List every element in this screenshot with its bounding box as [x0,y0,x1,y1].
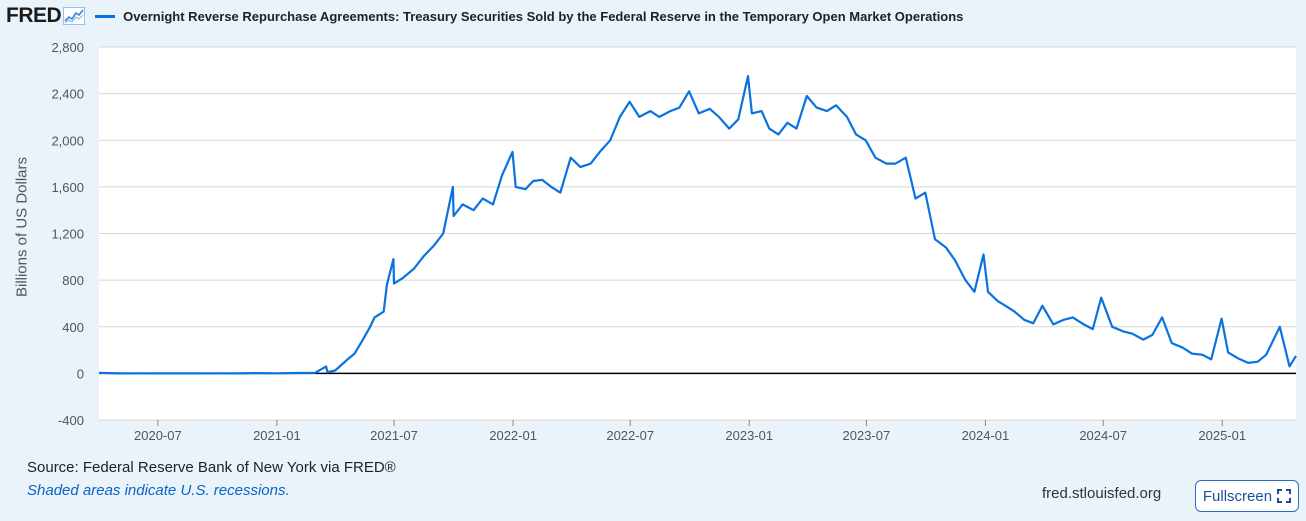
x-tick-label: 2021-07 [370,428,418,443]
recession-note: Shaded areas indicate U.S. recessions. [27,482,290,499]
site-url[interactable]: fred.stlouisfed.org [1042,485,1162,502]
legend-swatch [95,14,116,18]
series-line [98,74,1297,375]
x-tick-label: 2020-07 [134,428,182,443]
x-tick-label: 2022-01 [489,428,537,443]
y-tick-label: 800 [62,273,84,288]
x-tick-label: 2023-07 [843,428,891,443]
y-tick-label: 2,800 [51,40,84,55]
x-tick-label: 2024-01 [962,428,1010,443]
y-tick-label: 1,600 [51,180,84,195]
y-tick-label: 2,000 [51,133,84,148]
y-tick-label: 0 [77,366,84,381]
fred-logo-graph-icon [63,7,86,25]
y-tick-label: -400 [58,413,84,428]
y-tick-label: 2,400 [51,87,84,102]
series-title: Overnight Reverse Repurchase Agreements:… [123,8,964,24]
fred-logo-text: FRED [6,4,62,27]
x-tick-label: 2022-07 [606,428,654,443]
series-legend: Overnight Reverse Repurchase Agreements:… [95,9,963,24]
y-tick-label: 1,200 [51,227,84,242]
source-note: Source: Federal Reserve Bank of New York… [27,459,396,476]
x-tick-label: 2025-01 [1198,428,1246,443]
x-tick-label: 2024-07 [1079,428,1127,443]
chart-header: FRED Overnight Reverse Repurchase Agreem… [6,4,963,28]
fred-logo[interactable]: FRED [6,4,86,28]
fullscreen-button[interactable]: Fullscreen [1195,480,1299,512]
fullscreen-label: Fullscreen [1202,487,1273,505]
y-tick-label: 400 [62,320,84,335]
expand-icon [1277,489,1292,503]
x-tick-label: 2023-01 [725,428,773,443]
x-tick-label: 2021-01 [253,428,301,443]
